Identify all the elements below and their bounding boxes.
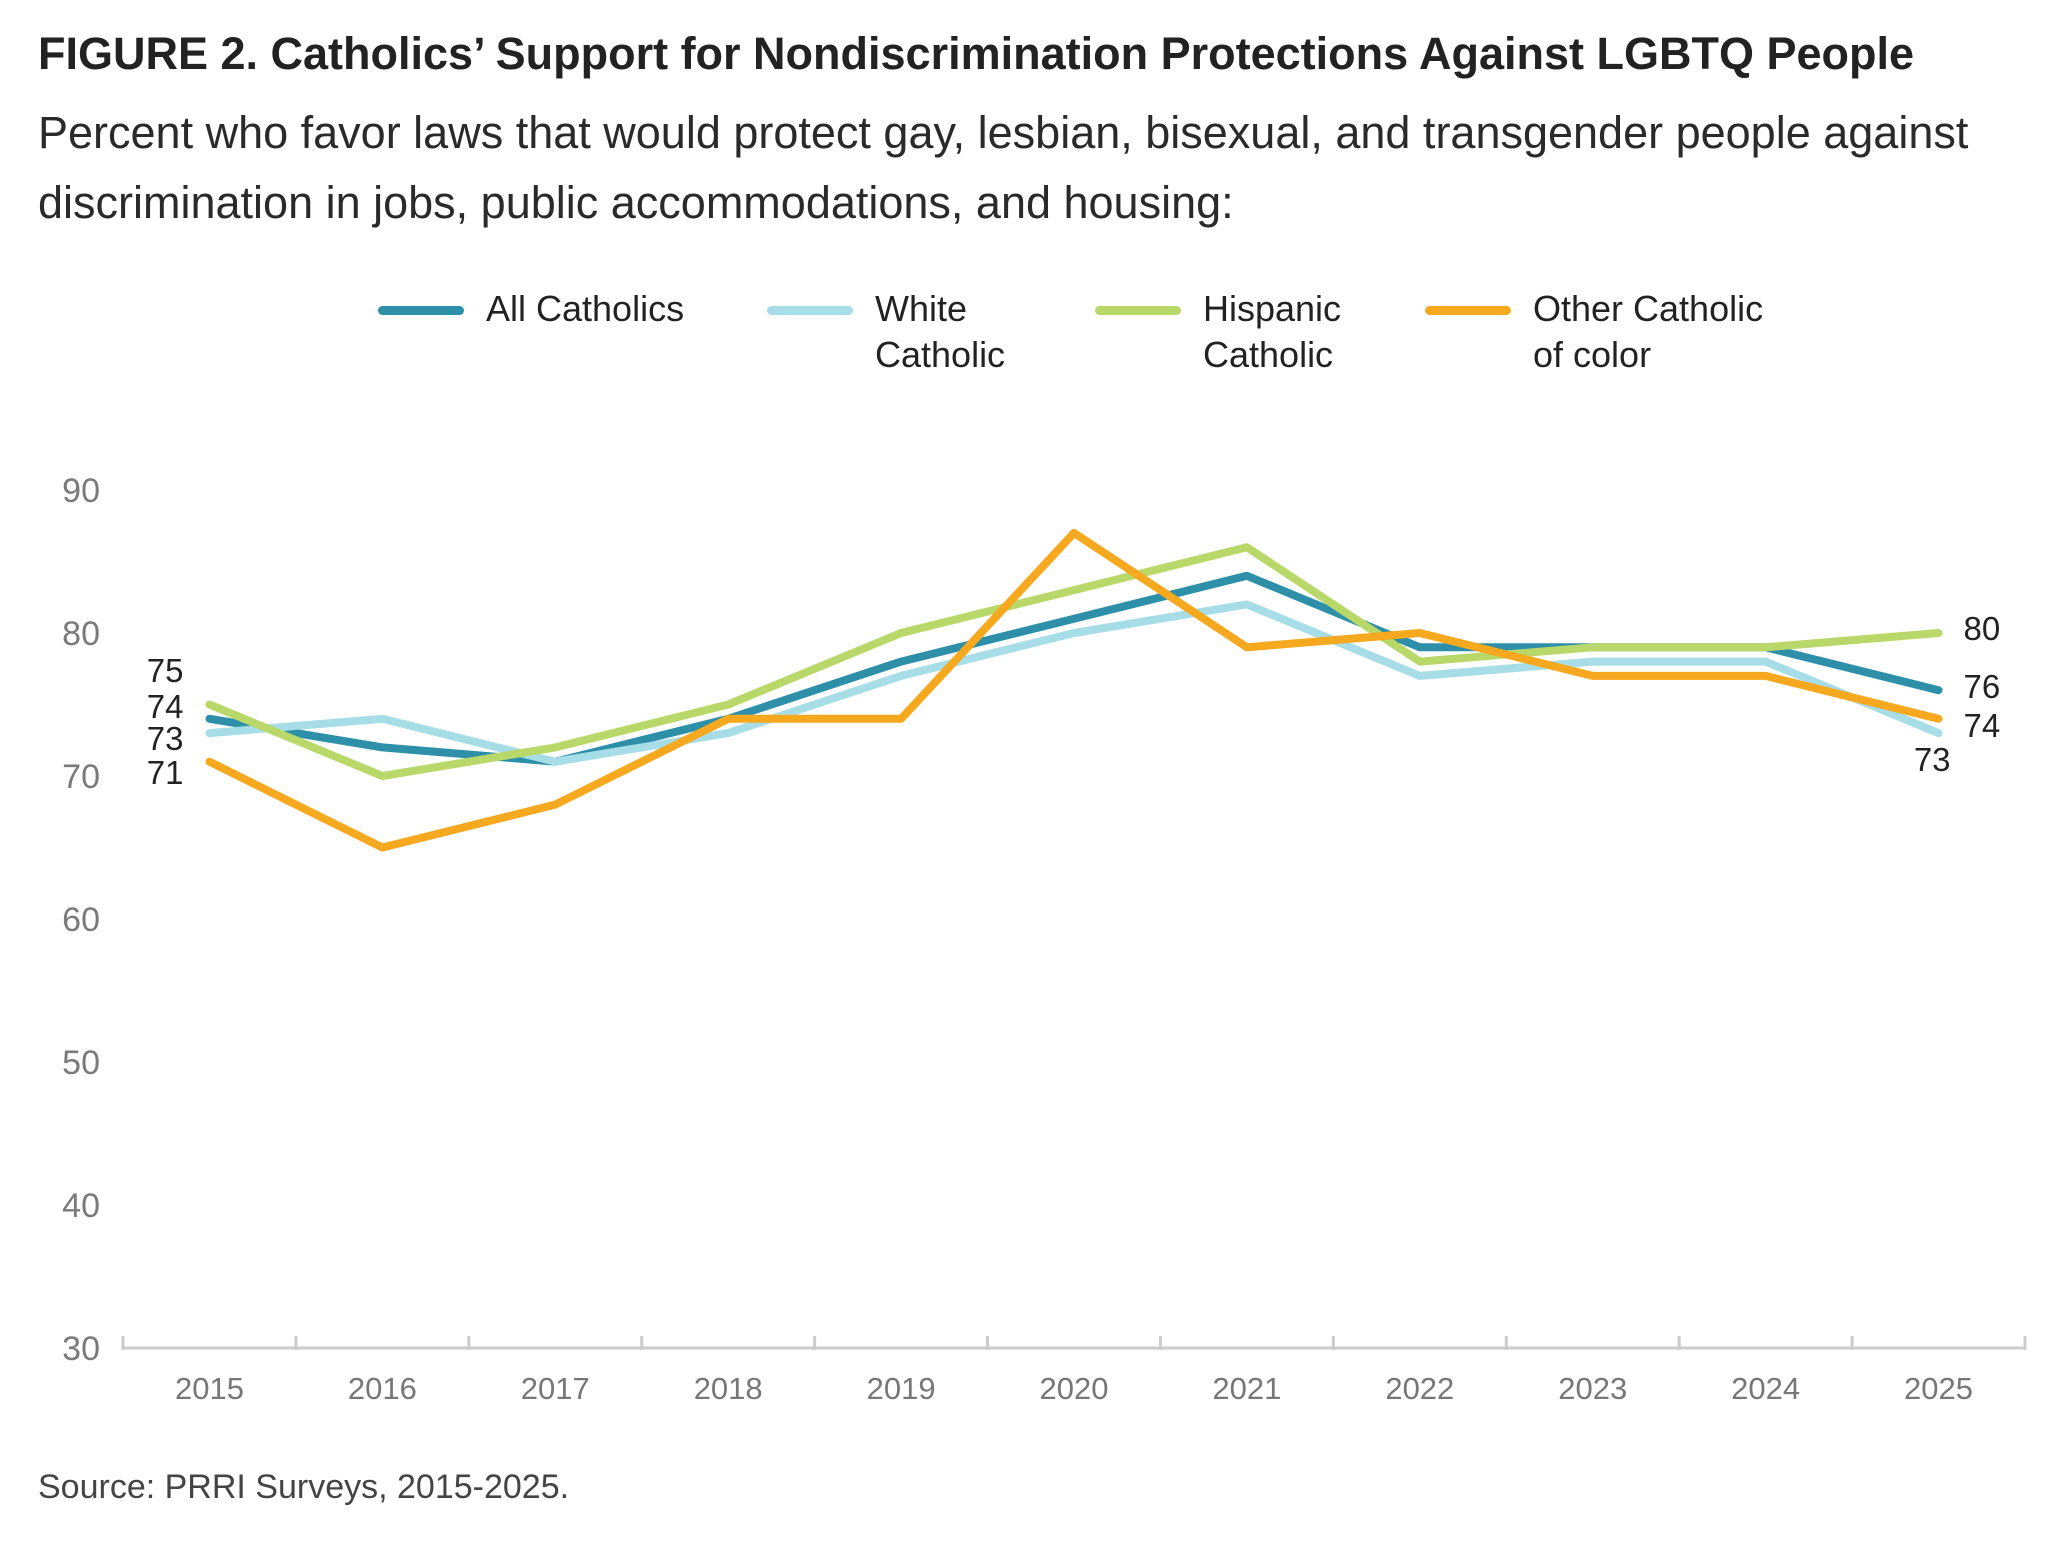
source-note: Source: PRRI Surveys, 2015-2025. <box>38 1468 570 1506</box>
x-tick-label: 2022 <box>1385 1371 1454 1406</box>
legend-label-all-catholics: All Catholics <box>486 286 746 332</box>
legend-label-line1: Hispanic <box>1203 288 1342 329</box>
legend-label-line2: Catholic <box>875 334 1006 375</box>
y-tick-label: 80 <box>62 615 100 653</box>
x-tick-label: 2019 <box>867 1371 936 1406</box>
x-tick-label: 2018 <box>694 1371 763 1406</box>
end-value-label: 74 <box>1964 707 2001 744</box>
legend-label-line2: Catholic <box>1203 334 1334 375</box>
series-line-hispanic-catholic <box>205 543 1943 780</box>
start-value-label: 75 <box>147 652 184 689</box>
y-tick-label: 40 <box>62 1187 100 1225</box>
end-value-label: 80 <box>1964 610 2001 647</box>
legend-swatch-all-catholics <box>378 306 464 315</box>
y-tick-label: 60 <box>62 901 100 939</box>
x-tick-label: 2023 <box>1558 1371 1627 1406</box>
legend-label-hispanic-catholic: Hispanic Catholic <box>1203 286 1463 378</box>
y-tick-label: 90 <box>62 472 100 510</box>
legend-swatch-other-catholic-of-color <box>1425 306 1511 315</box>
legend-swatch-white-catholic <box>767 306 853 315</box>
legend-label-line2: of color <box>1533 334 1652 375</box>
x-tick-label: 2024 <box>1731 1371 1800 1406</box>
start-value-label: 73 <box>147 720 184 757</box>
legend-label-white-catholic: White Catholic <box>875 286 1135 378</box>
legend-label-other-catholic-of-color: Other Catholic of color <box>1533 286 1793 378</box>
x-tick-label: 2017 <box>521 1371 590 1406</box>
end-value-label: 73 <box>1914 741 1951 778</box>
end-value-label: 76 <box>1964 668 2001 705</box>
chart-subtitle: Percent who favor laws that would protec… <box>38 107 1969 228</box>
legend-label-line1: White <box>875 288 968 329</box>
legend-swatch-hispanic-catholic <box>1095 306 1181 315</box>
legend-label-line1: All Catholics <box>486 288 685 329</box>
x-tick-label: 2016 <box>348 1371 417 1406</box>
y-tick-label: 50 <box>62 1044 100 1082</box>
x-tick-label: 2025 <box>1904 1371 1973 1406</box>
y-tick-label: 30 <box>62 1330 100 1368</box>
x-tick-label: 2021 <box>1212 1371 1281 1406</box>
x-tick-label: 2020 <box>1040 1371 1109 1406</box>
series-line-white-catholic <box>205 600 1943 766</box>
y-tick-label: 70 <box>62 758 100 796</box>
chart-title: FIGURE 2. Catholics’ Support for Nondisc… <box>38 28 1915 79</box>
start-value-label: 74 <box>147 688 184 725</box>
series-line-all-catholics <box>205 571 1943 766</box>
series-line-other-catholic-of-color <box>205 528 1943 852</box>
legend-label-line1: Other Catholic <box>1533 288 1764 329</box>
start-value-label: 71 <box>147 754 184 791</box>
x-tick-label: 2015 <box>175 1371 244 1406</box>
